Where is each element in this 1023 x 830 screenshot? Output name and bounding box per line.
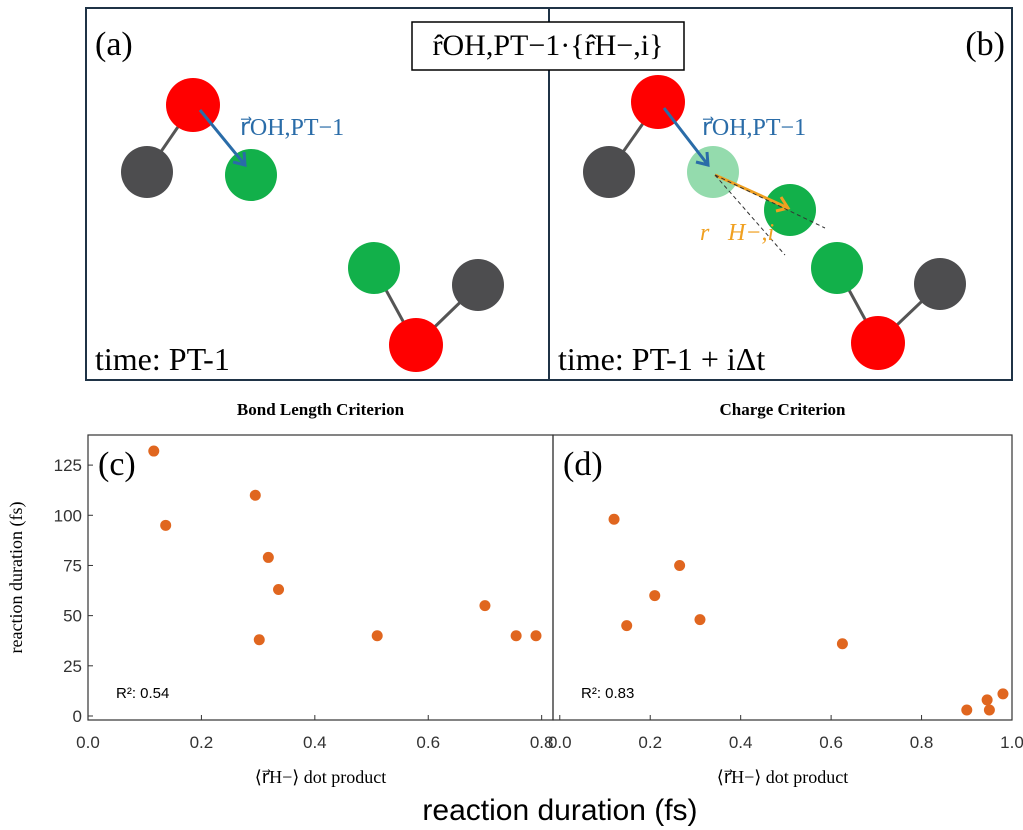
y-tick-label: 75 [63,556,82,575]
x-tick-label: 0.8 [530,733,554,752]
point [530,630,542,642]
point [649,590,661,602]
point [981,694,993,706]
x-tick-label: 0.6 [416,733,440,752]
time-label: time: PT-1 + iΔt [558,341,765,377]
y-tick-label: 25 [63,657,82,676]
y-tick-label: 0 [73,707,82,726]
x-tick-label: 0.4 [303,733,327,752]
y-tick-label: 125 [54,456,82,475]
formula-box [411,21,685,71]
annotation: R²: 0.83 [581,685,634,702]
y-tick-label: 50 [63,607,82,626]
atoms [121,75,966,372]
x-tick-label: 0.0 [548,733,572,752]
point [160,519,172,531]
vector-label: r⃗OH,PT−1 [240,115,344,141]
vector-label: r⃗H−,i [700,220,774,246]
point [249,489,261,501]
footer: reaction duration (fs) [422,794,697,827]
point [273,584,285,596]
x-tick-label: 0.2 [638,733,662,752]
x-axis-label: ⟨r⃗H−⟩ dot product [255,767,387,787]
annotation: R²: 0.54 [116,685,169,702]
x-tick-label: 0.2 [190,733,214,752]
chart-title: Charge Criterion [719,400,846,419]
arrows [198,107,826,256]
formula: r̂OH,PT−1·{r̂H−,i} [433,29,664,62]
plot-frame [87,434,554,721]
x-tick-label: 0.0 [76,733,100,752]
panel-label: (a) [95,26,133,63]
y-tick-label: 100 [54,506,82,525]
x-tick-label: 0.6 [819,733,843,752]
chart-title: Bond Length Criterion [237,400,405,419]
point [148,445,160,457]
point [371,630,383,642]
point [997,688,1009,700]
x-tick-label: 0.4 [729,733,753,752]
diagram: r̂OH,PT−1·{r̂H−,i} (a) (b) r⃗OH,PT−1 r⃗O… [85,7,1013,381]
point [262,551,274,563]
point [674,559,686,571]
y-axis-label: reaction duration (fs) [6,502,27,654]
x-tick-label: 1.0 [1000,733,1023,752]
point [608,513,620,525]
panel-label: (d) [563,446,603,483]
point [479,600,491,612]
point [621,620,633,632]
vector-label: r⃗OH,PT−1 [702,115,806,141]
point [836,638,848,650]
x-tick-label: 0.8 [910,733,934,752]
x-axis-label: ⟨r⃗H−⟩ dot product [717,767,849,787]
point [961,704,973,716]
point [983,704,995,716]
point [510,630,522,642]
point [694,614,706,626]
time-label: time: PT-1 [95,341,230,377]
plot-frame [552,434,1013,721]
panel-label: (c) [98,446,136,483]
point [253,634,265,646]
panel-label: (b) [965,26,1005,63]
